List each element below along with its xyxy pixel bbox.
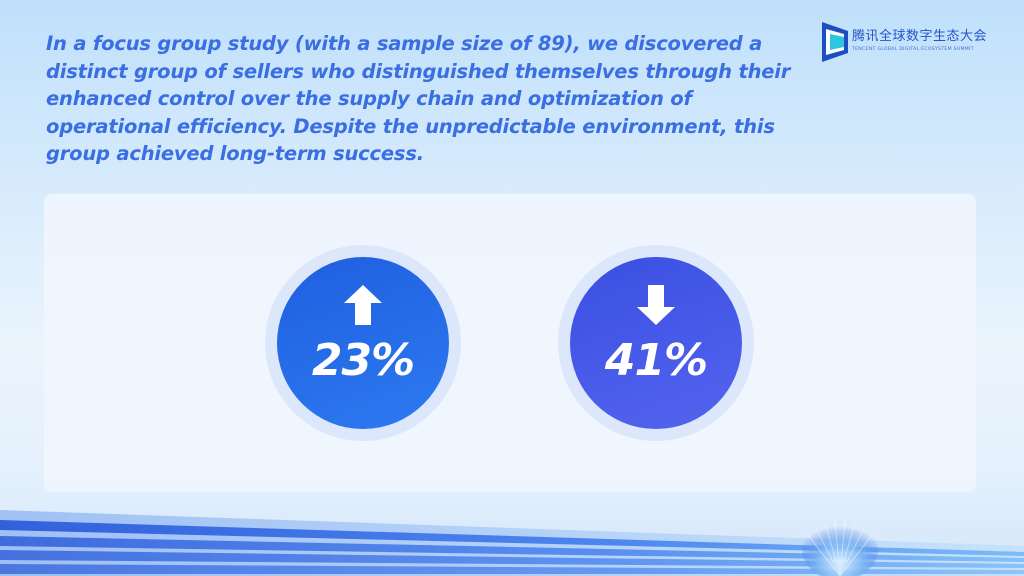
logo-name-en: TENCENT GLOBAL DIGITAL ECOSYSTEM SUMMIT (852, 47, 974, 52)
arrow-down-icon (637, 285, 675, 325)
logo-mark-icon (822, 22, 848, 62)
summit-logo: 腾讯全球数字生态大会 TENCENT GLOBAL DIGITAL ECOSYS… (822, 22, 992, 64)
logo-name-cn: 腾讯全球数字生态大会 (852, 29, 988, 44)
stat-decrease-circle: 41% (570, 257, 742, 429)
stat-increase-circle: 23% (277, 257, 449, 429)
decorative-bottom-band (0, 510, 1024, 576)
headline-text: In a focus group study (with a sample si… (46, 32, 791, 165)
stat-decrease-value: 41% (604, 335, 708, 386)
arrow-up-icon (344, 285, 382, 325)
stat-increase-value: 23% (311, 335, 415, 386)
stat-decrease: 41% (558, 245, 754, 441)
stat-increase: 23% (265, 245, 461, 441)
stats-panel (44, 194, 976, 492)
